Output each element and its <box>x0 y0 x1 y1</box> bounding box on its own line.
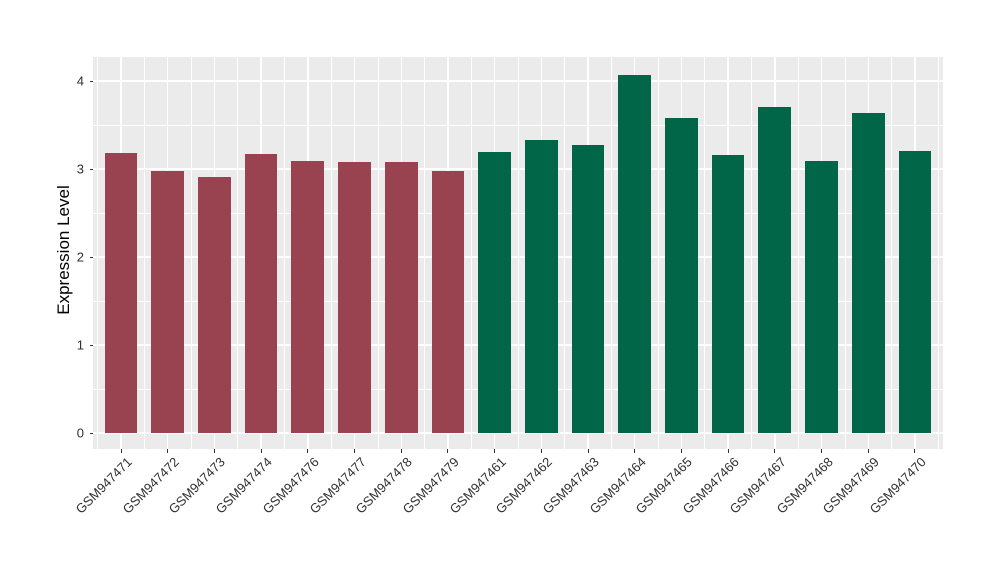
gridline-minor-vertical <box>704 57 706 449</box>
gridline-major-horizontal <box>93 344 943 346</box>
gridline-minor-vertical <box>611 57 612 449</box>
x-tick-mark <box>400 449 402 453</box>
y-tick-label: 4 <box>76 73 84 89</box>
bar-GSM947471 <box>104 153 138 433</box>
gridline-minor-vertical <box>937 57 939 449</box>
gridline-minor-vertical <box>97 57 98 449</box>
bar-GSM947473 <box>198 176 231 433</box>
x-tick-mark <box>587 449 589 453</box>
gridline-minor-vertical <box>751 57 752 449</box>
x-tick-mark <box>213 449 215 453</box>
gridline-major-horizontal <box>93 256 943 258</box>
y-tick-label: 3 <box>76 161 84 177</box>
gridline-minor-vertical <box>517 57 519 449</box>
x-tick-mark <box>354 449 356 453</box>
gridline-minor-vertical <box>564 57 565 449</box>
gridline-minor-vertical <box>891 57 892 449</box>
y-tick-mark <box>89 432 93 434</box>
bar-GSM947467 <box>758 106 792 433</box>
gridline-minor-vertical <box>377 57 379 449</box>
y-tick-label: 0 <box>76 425 84 441</box>
bar-GSM947476 <box>291 161 325 433</box>
gridline-major-horizontal <box>93 432 943 434</box>
y-axis-title: Expression Level <box>54 185 73 315</box>
bar-GSM947469 <box>851 112 885 433</box>
gridline-minor-vertical <box>470 57 472 449</box>
bar-GSM947461 <box>478 152 511 433</box>
gridline-minor-vertical <box>237 57 239 449</box>
bar-GSM947470 <box>898 150 932 433</box>
gridline-minor-vertical <box>330 57 332 449</box>
x-tick-mark <box>821 449 823 453</box>
gridline-minor-vertical <box>424 57 425 449</box>
y-tick-label: 1 <box>76 337 84 353</box>
bar-GSM947466 <box>711 154 745 433</box>
y-tick-mark <box>89 168 93 170</box>
bar-GSM947477 <box>338 161 371 433</box>
gridline-minor-vertical <box>284 57 285 449</box>
y-tick-mark <box>89 80 93 82</box>
x-tick-mark <box>167 449 169 453</box>
bar-GSM947465 <box>665 117 698 433</box>
bar-GSM947462 <box>524 139 558 433</box>
y-tick-mark <box>89 344 93 346</box>
gridline-major-horizontal <box>93 168 943 170</box>
y-tick-mark <box>89 256 93 258</box>
x-tick-mark <box>867 449 869 453</box>
bar-GSM947472 <box>151 170 185 433</box>
gridline-minor-vertical <box>797 57 799 449</box>
x-tick-mark <box>727 449 729 453</box>
bar-GSM947478 <box>384 161 418 433</box>
x-tick-mark <box>634 449 636 453</box>
x-tick-mark <box>680 449 682 453</box>
gridline-minor-vertical <box>190 57 192 449</box>
x-tick-mark <box>447 449 449 453</box>
x-tick-mark <box>540 449 542 453</box>
x-tick-mark <box>307 449 309 453</box>
x-tick-mark <box>914 449 916 453</box>
x-tick-mark <box>120 449 122 453</box>
bar-GSM947468 <box>805 161 838 433</box>
bar-GSM947463 <box>571 145 605 433</box>
gridline-minor-vertical <box>844 57 846 449</box>
x-tick-mark <box>774 449 776 453</box>
y-tick-label: 2 <box>76 249 84 265</box>
x-tick-mark <box>260 449 262 453</box>
x-tick-mark <box>494 449 496 453</box>
bar-GSM947474 <box>244 154 278 433</box>
gridline-minor-vertical <box>657 57 659 449</box>
bar-GSM947464 <box>618 74 652 433</box>
gridline-major-horizontal <box>93 80 943 82</box>
bar-GSM947479 <box>431 170 465 433</box>
gridline-minor-vertical <box>144 57 145 449</box>
